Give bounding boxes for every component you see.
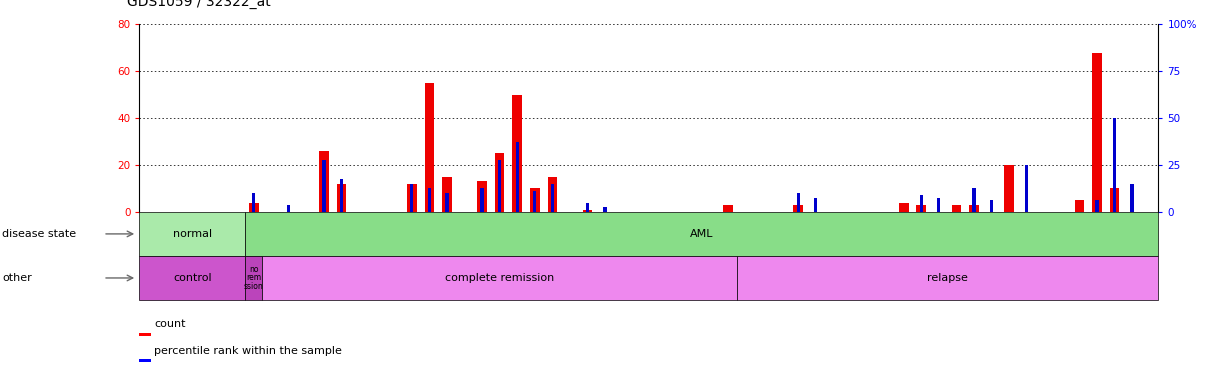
Bar — [337, 184, 347, 212]
Bar — [919, 195, 923, 212]
Bar — [406, 184, 416, 212]
Bar — [319, 151, 329, 212]
Bar — [793, 205, 803, 212]
Bar — [442, 177, 451, 212]
Bar — [287, 205, 290, 212]
Bar — [1025, 165, 1029, 212]
Text: relapse: relapse — [927, 273, 968, 283]
Bar — [736, 256, 1158, 300]
Bar — [139, 212, 245, 256]
Bar — [1095, 200, 1099, 212]
Bar — [814, 198, 818, 212]
Bar — [245, 256, 262, 300]
Bar — [534, 191, 536, 212]
Text: no
rem
ssion: no rem ssion — [244, 265, 263, 291]
Bar — [1004, 165, 1014, 212]
Bar — [1110, 188, 1120, 212]
Bar — [1092, 53, 1101, 212]
Bar — [586, 202, 590, 212]
Bar — [582, 210, 592, 212]
Bar — [477, 182, 486, 212]
Bar — [723, 205, 733, 212]
Bar — [323, 160, 325, 212]
Bar — [973, 188, 975, 212]
Bar — [340, 179, 343, 212]
Bar — [530, 188, 540, 212]
Bar — [428, 188, 431, 212]
Text: disease state: disease state — [2, 229, 76, 239]
Bar — [969, 205, 979, 212]
Text: GDS1059 / 32322_at: GDS1059 / 32322_at — [127, 0, 272, 9]
Text: normal: normal — [172, 229, 212, 239]
Bar — [951, 205, 961, 212]
Bar — [547, 177, 557, 212]
Bar — [551, 184, 554, 212]
Bar — [516, 142, 519, 212]
Text: percentile rank within the sample: percentile rank within the sample — [154, 346, 342, 355]
Bar — [1112, 118, 1116, 212]
Bar — [917, 205, 926, 212]
Bar — [603, 207, 606, 212]
Bar — [245, 212, 1158, 256]
Text: other: other — [2, 273, 33, 283]
Bar — [139, 256, 245, 300]
Bar — [445, 193, 449, 212]
Text: count: count — [154, 320, 186, 329]
Bar — [797, 193, 799, 212]
Bar — [938, 198, 940, 212]
Bar — [252, 193, 255, 212]
Text: AML: AML — [690, 229, 713, 239]
Bar — [425, 83, 434, 212]
Text: control: control — [173, 273, 211, 283]
Bar — [410, 184, 414, 212]
Bar — [495, 153, 505, 212]
Text: complete remission: complete remission — [445, 273, 554, 283]
Bar — [499, 160, 501, 212]
Bar — [262, 256, 736, 300]
Bar — [1075, 200, 1084, 212]
Bar — [512, 95, 522, 212]
Bar — [899, 202, 909, 212]
Bar — [480, 188, 484, 212]
Bar — [249, 202, 258, 212]
Bar — [1131, 184, 1134, 212]
Bar — [990, 200, 993, 212]
